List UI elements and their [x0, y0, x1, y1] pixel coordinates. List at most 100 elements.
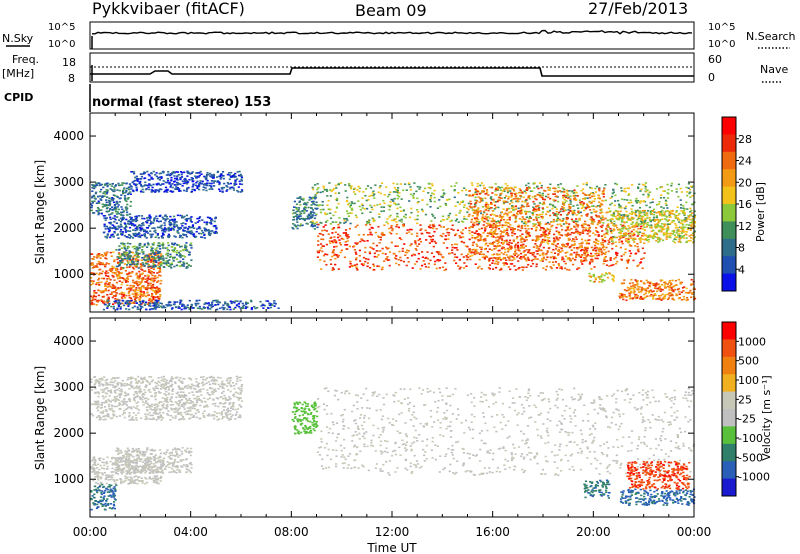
power-cell	[160, 188, 163, 191]
power-cell	[627, 194, 630, 196]
power-cell	[131, 181, 134, 184]
power-cell	[519, 252, 523, 255]
power-cell	[476, 245, 479, 247]
power-cell	[147, 271, 150, 273]
power-cell	[122, 214, 125, 217]
power-cell	[164, 262, 167, 265]
power-cell	[601, 243, 604, 246]
power-cell	[147, 243, 150, 245]
power-cell	[374, 184, 377, 186]
power-cell	[148, 188, 151, 191]
power-cell	[539, 194, 542, 196]
power-cell	[552, 193, 555, 195]
power-cell	[111, 227, 114, 230]
power-cell	[184, 180, 187, 182]
power-cell	[319, 191, 322, 194]
power-cell	[186, 231, 189, 233]
power-cell	[122, 210, 125, 212]
power-cell	[134, 253, 137, 256]
power-cell	[465, 265, 468, 267]
power-cell	[540, 227, 543, 229]
power-cell	[481, 214, 484, 216]
power-cell	[614, 256, 617, 259]
power-cell	[670, 182, 673, 185]
power-cell	[208, 184, 211, 187]
power-cell	[422, 190, 425, 192]
power-cell	[380, 182, 384, 184]
power-cell	[641, 247, 644, 250]
power-cell	[624, 251, 627, 254]
power-cell	[491, 254, 494, 256]
power-cell	[670, 184, 673, 187]
power-cell	[636, 249, 640, 252]
power-cell	[367, 234, 370, 236]
power-cell	[153, 279, 156, 282]
power-cell	[148, 299, 151, 302]
power-cell	[245, 302, 248, 305]
power-cell	[154, 277, 157, 280]
power-cell	[594, 187, 597, 190]
power-cell	[561, 228, 564, 231]
power-cell	[90, 206, 93, 209]
power-cell	[297, 217, 300, 219]
power-cell	[349, 262, 352, 265]
power-cell	[141, 249, 144, 251]
power-cell	[491, 224, 495, 226]
power-cell	[480, 235, 483, 237]
power-cell	[615, 245, 618, 247]
power-cell	[119, 217, 122, 220]
power-cell	[122, 304, 126, 307]
power-cell	[216, 181, 219, 183]
power-cell	[482, 190, 486, 193]
power-cell	[677, 214, 680, 217]
power-cell	[127, 288, 131, 291]
power-cell	[111, 274, 114, 277]
power-cell	[509, 255, 512, 257]
power-cell	[298, 213, 301, 216]
power-cell	[597, 235, 600, 237]
power-cell	[496, 258, 499, 261]
power-cell	[603, 257, 606, 259]
power-cell	[126, 193, 130, 196]
power-cell	[400, 220, 403, 223]
power-cell	[432, 245, 435, 248]
power-cell	[113, 217, 116, 219]
power-cell	[565, 245, 568, 248]
power-cell	[510, 255, 513, 258]
power-cell	[134, 227, 137, 230]
power-cell	[176, 171, 179, 173]
power-cell	[369, 204, 372, 207]
power-cell	[560, 266, 563, 268]
power-cell	[578, 219, 581, 221]
power-cell	[228, 174, 231, 176]
power-cell	[163, 224, 166, 227]
power-cell	[558, 218, 561, 221]
power-cell	[556, 223, 559, 226]
power-cell	[469, 206, 472, 209]
power-cell	[250, 308, 253, 311]
power-cell	[224, 302, 227, 305]
power-cell	[161, 242, 165, 244]
power-cell	[155, 290, 158, 293]
power-cell	[584, 223, 587, 226]
power-cell	[378, 186, 381, 189]
power-cell	[191, 177, 194, 180]
power-cell	[226, 303, 229, 306]
power-cell	[194, 175, 197, 177]
power-cell	[179, 301, 182, 304]
power-cell	[601, 211, 604, 214]
power-cell	[467, 253, 470, 255]
power-cell	[210, 186, 213, 189]
power-cell	[121, 208, 124, 211]
power-cell	[433, 196, 436, 199]
power-cell	[176, 187, 179, 189]
power-cell	[138, 247, 141, 249]
power-cell	[119, 302, 122, 305]
power-cell	[406, 229, 409, 231]
power-cell	[586, 254, 590, 256]
power-cell	[135, 282, 138, 285]
power-cell	[98, 184, 101, 187]
power-cell	[485, 189, 488, 191]
power-cell	[195, 299, 198, 302]
power-cell	[188, 225, 191, 228]
